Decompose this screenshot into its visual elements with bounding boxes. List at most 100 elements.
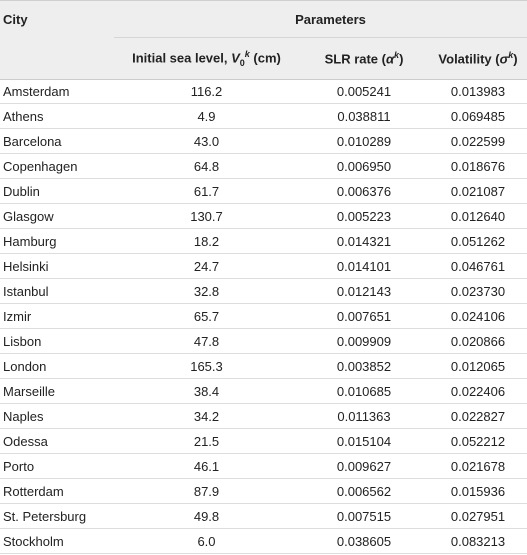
slr-rate-cell: 0.006950 — [336, 158, 392, 174]
initial-sea-level-cell: 38.4 — [193, 383, 220, 399]
city-cell: Izmir — [3, 308, 32, 324]
slr-rate-cell: 0.006562 — [336, 483, 392, 499]
parameters-group-header: Parameters — [295, 11, 366, 27]
table-row: Barcelona 43.0 0.010289 0.022599 — [0, 129, 527, 154]
slr-rate-cell: 0.003852 — [336, 358, 392, 374]
volatility-cell: 0.015936 — [450, 483, 506, 499]
city-cell: Istanbul — [3, 283, 49, 299]
table-row: Stockholm 6.0 0.038605 0.083213 — [0, 529, 527, 554]
volatility-cell: 0.018676 — [450, 158, 506, 174]
city-cell: Copenhagen — [3, 158, 78, 174]
slr-rate-cell: 0.005223 — [336, 208, 392, 224]
city-cell: Naples — [3, 408, 44, 424]
volatility-cell: 0.022827 — [450, 408, 506, 424]
table-row: Copenhagen 64.8 0.006950 0.018676 — [0, 154, 527, 179]
initial-sea-level-cell: 4.9 — [197, 108, 216, 124]
volatility-cell: 0.022599 — [450, 133, 506, 149]
volatility-cell: 0.012065 — [450, 358, 506, 374]
slr-rate-header-suffix: ) — [399, 51, 404, 67]
city-cell: Hamburg — [3, 233, 57, 249]
table-row: Istanbul 32.8 0.012143 0.023730 — [0, 279, 527, 304]
slr-rate-cell: 0.015104 — [336, 433, 392, 449]
initial-sea-level-cell: 130.7 — [190, 208, 223, 224]
city-cell: Helsinki — [3, 258, 49, 274]
volatility-cell: 0.021678 — [450, 458, 506, 474]
city-cell: Amsterdam — [3, 84, 70, 99]
volatility-cell: 0.023730 — [450, 283, 506, 299]
table-row: Izmir 65.7 0.007651 0.024106 — [0, 304, 527, 329]
initial-sea-level-cell: 87.9 — [193, 483, 220, 499]
initial-sea-level-cell: 24.7 — [193, 258, 220, 274]
table-row: Amsterdam 116.2 0.005241 0.013983 — [0, 79, 527, 104]
volatility-cell: 0.027951 — [450, 508, 506, 524]
city-cell: Marseille — [3, 383, 56, 399]
volatility-cell: 0.012640 — [450, 208, 506, 224]
volatility-cell: 0.024106 — [450, 308, 506, 324]
slr-rate-superscript: k — [394, 50, 400, 61]
slr-rate-cell: 0.014101 — [336, 258, 392, 274]
slr-rate-cell: 0.038605 — [336, 533, 392, 549]
table-row: St. Petersburg 49.8 0.007515 0.027951 — [0, 504, 527, 529]
slr-rate-cell: 0.005241 — [336, 84, 392, 99]
table-header: City Parameters Initial sea level, V0k (… — [0, 0, 527, 79]
slr-rate-header: SLR rate (αk) — [299, 50, 429, 66]
initial-sea-level-cell: 61.7 — [193, 183, 220, 199]
initial-sea-level-cell: 6.0 — [197, 533, 216, 549]
volatility-cell: 0.022406 — [450, 383, 506, 399]
initial-sea-level-cell: 64.8 — [193, 158, 220, 174]
slr-rate-cell: 0.010289 — [336, 133, 392, 149]
city-cell: St. Petersburg — [3, 508, 87, 524]
initial-sea-level-cell: 32.8 — [193, 283, 220, 299]
volatility-cell: 0.069485 — [450, 108, 506, 124]
slr-rate-cell: 0.014321 — [336, 233, 392, 249]
initial-sea-level-symbol: V — [231, 50, 240, 66]
city-cell: Barcelona — [3, 133, 62, 149]
city-cell: Odessa — [3, 433, 48, 449]
initial-sea-level-cell: 47.8 — [193, 333, 220, 349]
table-row: Porto 46.1 0.009627 0.021678 — [0, 454, 527, 479]
table-body: Amsterdam 116.2 0.005241 0.013983 Athens… — [0, 79, 527, 554]
volatility-symbol: σ — [499, 51, 509, 67]
slr-rate-header-prefix: SLR rate ( — [324, 51, 386, 67]
slr-rate-cell: 0.010685 — [336, 383, 392, 399]
volatility-cell: 0.046761 — [450, 258, 506, 274]
volatility-header: Volatility (σk) — [429, 50, 527, 66]
table-row: Lisbon 47.8 0.009909 0.020866 — [0, 329, 527, 354]
volatility-cell: 0.020866 — [450, 333, 506, 349]
initial-sea-level-header-suffix: (cm) — [249, 50, 281, 66]
table-row: Hamburg 18.2 0.014321 0.051262 — [0, 229, 527, 254]
initial-sea-level-superscript: k — [244, 49, 250, 60]
initial-sea-level-header: Initial sea level, V0k (cm) — [114, 49, 299, 68]
slr-rate-cell: 0.009627 — [336, 458, 392, 474]
table-row: Helsinki 24.7 0.014101 0.046761 — [0, 254, 527, 279]
volatility-cell: 0.083213 — [450, 533, 506, 549]
slr-rate-cell: 0.038811 — [337, 108, 391, 124]
slr-rate-cell: 0.009909 — [336, 333, 392, 349]
city-cell: Porto — [3, 458, 35, 474]
slr-rate-cell: 0.012143 — [336, 283, 392, 299]
initial-sea-level-cell: 46.1 — [193, 458, 220, 474]
initial-sea-level-cell: 18.2 — [193, 233, 220, 249]
table-row: Dublin 61.7 0.006376 0.021087 — [0, 179, 527, 204]
volatility-cell: 0.021087 — [450, 183, 506, 199]
city-cell: Rotterdam — [3, 483, 64, 499]
table-row: Odessa 21.5 0.015104 0.052212 — [0, 429, 527, 454]
slr-rate-cell: 0.007651 — [336, 308, 392, 324]
initial-sea-level-cell: 43.0 — [193, 133, 220, 149]
table-row: Marseille 38.4 0.010685 0.022406 — [0, 379, 527, 404]
slr-rate-cell: 0.011363 — [337, 408, 391, 424]
initial-sea-level-cell: 21.5 — [193, 433, 220, 449]
header-top-row: City Parameters — [0, 1, 527, 37]
initial-sea-level-cell: 49.8 — [193, 508, 220, 524]
initial-sea-level-header-prefix: Initial sea level, — [132, 50, 232, 66]
initial-sea-level-cell: 65.7 — [193, 308, 220, 324]
initial-sea-level-cell: 34.2 — [193, 408, 220, 424]
initial-sea-level-cell: 165.3 — [190, 358, 223, 374]
initial-sea-level-subscript: 0 — [239, 57, 245, 68]
city-cell: London — [3, 358, 47, 374]
table-row: Athens 4.9 0.038811 0.069485 — [0, 104, 527, 129]
slr-rate-symbol: α — [385, 51, 395, 67]
volatility-superscript: k — [508, 50, 514, 61]
slr-rate-cell: 0.007515 — [336, 508, 392, 524]
